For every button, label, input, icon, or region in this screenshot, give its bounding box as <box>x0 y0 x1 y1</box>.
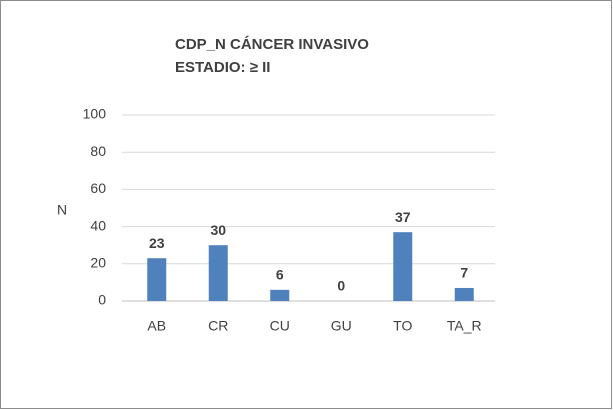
data-label: 37 <box>395 209 411 225</box>
data-label: 23 <box>149 235 165 251</box>
x-tick-label: GU <box>331 318 352 334</box>
x-tick-label: TO <box>393 318 412 334</box>
data-label: 6 <box>276 267 284 283</box>
data-label: 7 <box>460 265 468 281</box>
y-tick-label: 80 <box>90 143 106 159</box>
bar <box>208 245 228 301</box>
bar <box>147 258 167 301</box>
data-label: 30 <box>210 222 226 238</box>
bar <box>393 232 413 301</box>
x-tick-label: AB <box>147 318 166 334</box>
x-tick-label: CU <box>270 318 290 334</box>
chart-title: CDP_N CÁNCER INVASIVO <box>175 36 369 53</box>
chart-title: ESTADIO: ≥ II <box>175 59 270 76</box>
y-tick-label: 20 <box>90 255 106 271</box>
y-axis-label: N <box>57 202 67 218</box>
y-tick-label: 0 <box>98 292 106 308</box>
data-label: 0 <box>337 278 345 294</box>
y-tick-label: 100 <box>83 106 107 122</box>
x-tick-label: TA_R <box>447 318 482 334</box>
x-tick-label: CR <box>208 318 228 334</box>
bar <box>454 287 474 301</box>
y-tick-label: 40 <box>90 217 106 233</box>
bar <box>270 289 290 301</box>
y-tick-label: 60 <box>90 180 106 196</box>
